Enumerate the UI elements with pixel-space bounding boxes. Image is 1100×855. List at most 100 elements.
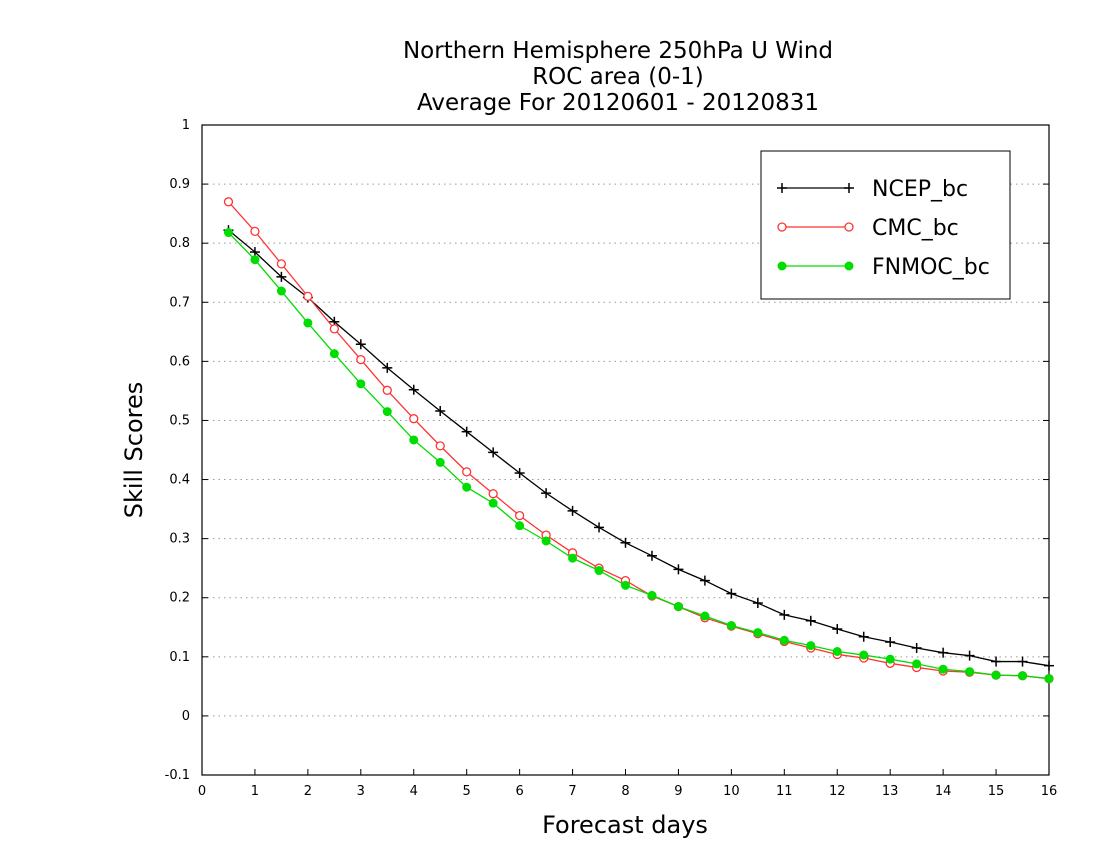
data-point: [779, 635, 789, 645]
data-point: [514, 510, 525, 521]
data-point: [329, 349, 339, 359]
data-point: [488, 498, 498, 508]
chart-title: Northern Hemisphere 250hPa U Wind ROC ar…: [403, 38, 833, 116]
y-tick-label: 0.1: [169, 650, 190, 665]
data-point: [250, 226, 260, 237]
y-tick-label: -0.1: [165, 768, 190, 783]
data-point: [488, 447, 499, 458]
legend-marker-right: [844, 261, 854, 271]
data-point: [223, 228, 233, 238]
data-point: [462, 467, 472, 477]
data-point: [753, 628, 763, 638]
y-tick-label: 0.7: [169, 295, 190, 310]
title-line-1: Northern Hemisphere 250hPa U Wind: [403, 38, 833, 64]
data-point: [965, 667, 975, 677]
legend-item-ncep-bc: NCEP_bc: [777, 177, 968, 202]
data-point: [382, 385, 392, 395]
legend-marker-right: [844, 183, 854, 193]
x-tick-label: 3: [357, 784, 365, 799]
x-tick-label: 11: [776, 784, 793, 799]
x-tick-label: 5: [463, 784, 471, 799]
x-tick-label: 12: [829, 784, 846, 799]
title-line-2: ROC area (0-1): [532, 64, 704, 90]
data-point: [621, 580, 630, 590]
series-ncep-bc: [223, 225, 1054, 671]
x-tick-label: 9: [674, 784, 682, 799]
legend: NCEP_bc CMC_bc FNMOC_bc: [760, 150, 1011, 300]
x-axis-title: Forecast days: [542, 811, 708, 839]
data-point: [462, 482, 472, 492]
series-fnmoc-bc: [223, 228, 1054, 684]
legend-label: NCEP_bc: [872, 177, 968, 202]
y-tick-label: 0.9: [169, 177, 190, 192]
data-point: [646, 550, 657, 561]
data-point: [594, 522, 605, 533]
data-point: [859, 650, 869, 660]
data-point: [964, 650, 975, 661]
data-point: [435, 441, 445, 451]
data-point: [726, 588, 737, 599]
data-point: [435, 457, 445, 467]
data-point: [409, 435, 419, 445]
legend-item-cmc-bc: CMC_bc: [777, 216, 959, 241]
y-tick-label: 0.2: [169, 591, 190, 606]
y-tick-label: 0.5: [169, 413, 190, 428]
data-point: [276, 286, 286, 296]
legend-label: CMC_bc: [872, 216, 959, 241]
data-point: [461, 426, 472, 437]
y-tick-label: 0: [182, 709, 190, 724]
x-tick-label: 15: [988, 784, 1005, 799]
x-tick-label: 10: [723, 784, 740, 799]
x-tick-label: 0: [198, 784, 206, 799]
data-point: [938, 664, 948, 674]
data-point: [541, 536, 551, 546]
x-tick-label: 4: [410, 784, 418, 799]
data-point: [858, 631, 869, 642]
x-tick-label: 6: [515, 784, 523, 799]
x-tick-label: 8: [621, 784, 629, 799]
legend-marker-left: [777, 183, 787, 193]
data-point: [620, 537, 631, 548]
data-point: [356, 379, 366, 389]
data-point: [991, 656, 1002, 667]
data-point: [1018, 671, 1028, 681]
y-axis-title: Skill Scores: [120, 382, 148, 519]
data-point: [779, 609, 790, 620]
data-point: [567, 505, 578, 516]
data-point: [752, 598, 763, 609]
data-point: [568, 553, 578, 563]
data-point: [1044, 674, 1054, 684]
data-point: [991, 670, 1001, 680]
data-point: [700, 611, 710, 621]
legend-marker-left: [777, 261, 787, 271]
data-point: [408, 384, 419, 395]
data-point: [223, 197, 234, 207]
data-point: [382, 407, 392, 417]
series-line: [228, 229, 1050, 667]
data-point: [541, 488, 552, 499]
legend-box: [760, 150, 1011, 300]
y-tick-label: 0.8: [169, 236, 190, 251]
data-point: [356, 354, 366, 365]
legend-item-fnmoc-bc: FNMOC_bc: [777, 255, 990, 280]
x-tick-label: 1: [251, 784, 259, 799]
data-point: [832, 624, 843, 635]
x-tick-label: 7: [568, 784, 576, 799]
series-layer: [223, 197, 1054, 684]
data-point: [805, 615, 816, 626]
legend-marker-right: [844, 222, 854, 232]
data-point: [806, 641, 816, 651]
legend-label: FNMOC_bc: [872, 255, 990, 280]
data-point: [382, 362, 393, 373]
data-point: [594, 566, 604, 576]
y-tick-label: 1: [182, 118, 190, 133]
data-point: [276, 271, 287, 282]
data-point: [515, 521, 525, 531]
y-tick-label: 0.3: [169, 532, 190, 547]
title-line-3: Average For 20120601 - 20120831: [417, 90, 819, 116]
x-tick-label: 13: [882, 784, 899, 799]
legend-marker-left: [777, 222, 787, 232]
data-point: [647, 590, 657, 600]
data-point: [673, 564, 684, 575]
